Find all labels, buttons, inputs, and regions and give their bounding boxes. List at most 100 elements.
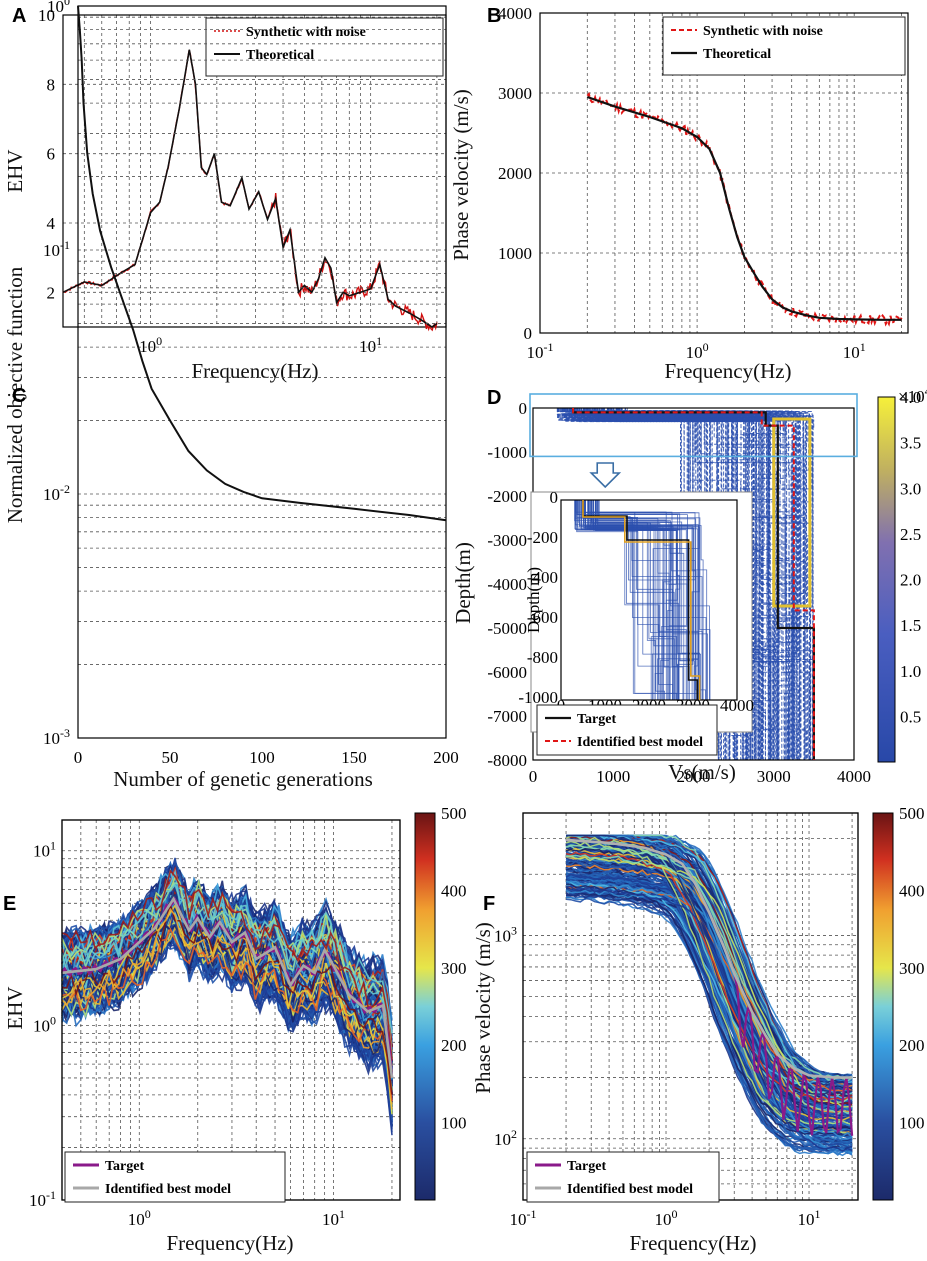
d-ytick-8: -8000 [487, 751, 527, 770]
d-model-138 [594, 408, 752, 760]
plot-frame [539, 12, 909, 334]
c-ylabel: Normalized objective function [3, 266, 27, 523]
panel-a: 2 4 6 8 10 100 101 Frequency(Hz) EHV Synthetic wi… [3, 5, 447, 383]
a-xtick-0: 100 [139, 334, 162, 356]
d-xtick-2: 2000 [677, 767, 711, 786]
d-model-20 [563, 408, 745, 760]
series-e-best-model [61, 896, 394, 1079]
b-legend-box [662, 16, 906, 76]
b-ytick-4: 4000 [498, 4, 532, 23]
e-ylabel: EHV [3, 986, 27, 1029]
e-model-curve-258 [61, 883, 393, 1034]
b-ytick-3: 3000 [498, 84, 532, 103]
d-xtick-1: 1000 [596, 767, 630, 786]
d-inset-model-34 [596, 500, 696, 700]
d-model-121 [602, 408, 792, 760]
f-xtick-1: 100 [655, 1207, 678, 1229]
e-ytick-2: 10-1 [29, 1188, 56, 1210]
f-cbar-tick-3: 400 [899, 881, 925, 900]
a-legend-label-1: Theoretical [246, 48, 314, 63]
panel-c: 0 50 100 150 200 100 10-1 10-2 10-3 Number of gen… [3, 0, 459, 791]
f-legend-label-1: Identified best model [567, 1182, 693, 1197]
d-inset-ytick-3: -600 [527, 608, 558, 627]
e-cbar-tick-1: 200 [441, 1036, 467, 1055]
c-ytick-2: 10-2 [43, 482, 70, 504]
e-legend-label-0: Target [105, 1159, 144, 1174]
e-xtick-0: 100 [128, 1207, 151, 1229]
d-xtick-3: 3000 [757, 767, 791, 786]
panel-b: 0 1000 2000 3000 4000 10-1 100 101 Frequency(Hz)… [449, 4, 909, 383]
c-xtick-1: 50 [162, 748, 179, 767]
d-inset-model-58 [584, 500, 700, 700]
f-ytick-0: 103 [494, 923, 517, 945]
d-model-103 [563, 408, 761, 760]
d-model-128 [568, 408, 775, 760]
d-model-153 [577, 408, 773, 760]
panel-label-a: A [12, 5, 26, 27]
f-model-curve-235 [566, 834, 853, 1096]
e-model-curve-255 [61, 875, 393, 1060]
d-highlight [772, 417, 812, 608]
b-ytick-2: 2000 [498, 164, 532, 183]
f-cbar-tick-1: 200 [899, 1036, 925, 1055]
e-legend-box [64, 1151, 286, 1203]
a-ytick-0: 2 [47, 283, 56, 302]
f-model-curve-233 [566, 855, 853, 1138]
e-model-curve-257 [61, 907, 393, 1066]
b-ylabel: Phase velocity (m/s) [449, 89, 473, 260]
d-inset-ytick-2: -400 [527, 568, 558, 587]
d-model-140 [563, 408, 806, 760]
d-inset-ytick-5: -1000 [518, 688, 558, 707]
d-model-146 [560, 408, 770, 760]
d-inset-model-18 [589, 500, 675, 700]
panel-label-e: E [3, 893, 16, 915]
d-model-144 [618, 408, 795, 760]
e-ytick-0: 101 [33, 839, 56, 861]
d-inset-model-54 [591, 500, 704, 700]
b-xtick-1: 100 [686, 340, 709, 362]
c-xtick-0: 0 [74, 748, 83, 767]
a-ytick-4: 10 [38, 6, 55, 25]
e-model-curve-259 [61, 869, 393, 1061]
d-cbar-tick-1: 1.0 [900, 662, 921, 681]
c-ytick-3: 10-3 [43, 726, 70, 748]
d-ytick-4: -4000 [487, 575, 527, 594]
e-legend-label-1: Identified best model [105, 1182, 231, 1197]
d-inset-model-59 [574, 500, 710, 700]
d-model-102 [559, 408, 801, 760]
e-xlabel: Frequency(Hz) [166, 1231, 293, 1255]
d-model-139 [562, 408, 798, 760]
d-inset-ytick-4: -800 [527, 648, 558, 667]
d-inset-ylabel: Depth(m) [524, 567, 543, 633]
d-model-124 [561, 408, 810, 760]
panel-label-d: D [487, 387, 501, 409]
a-legend-label-0: Synthetic with noise [246, 25, 366, 40]
c-xtick-3: 150 [341, 748, 367, 767]
d-cbar-tick-2: 1.5 [900, 616, 921, 635]
d-model-143 [569, 408, 763, 760]
b-ytick-0: 0 [524, 324, 533, 343]
d-legend-label-0: Target [577, 712, 616, 727]
series-a-theoretical [62, 49, 438, 328]
b-xtick-2: 101 [843, 340, 866, 362]
series-d-best-model [572, 408, 815, 760]
b-xtick-0: 10-1 [527, 340, 554, 362]
d-xtick-4: 4000 [837, 767, 871, 786]
d-inset-model-57 [576, 500, 703, 700]
d-inset: 010002000300040000-200-400-600-800-1000V… [518, 488, 754, 733]
e-cbar-tick-4: 500 [441, 804, 467, 823]
d-ytick-5: -5000 [487, 619, 527, 638]
a-ytick-3: 8 [47, 75, 56, 94]
f-model-curve-226 [566, 834, 853, 1133]
d-model-62 [562, 408, 785, 760]
e-cbar-tick-2: 300 [441, 959, 467, 978]
d-legend-box [536, 704, 718, 756]
f-ylabel: Phase velocity (m/s) [471, 922, 495, 1093]
f-cbar-tick-4: 500 [899, 804, 925, 823]
a-xtick-1: 101 [359, 334, 382, 356]
d-cbar-tick-4: 2.5 [900, 525, 921, 544]
series-f-best-model [566, 838, 853, 1079]
e-cbar-tick-3: 400 [441, 881, 467, 900]
e-ytick-1: 100 [33, 1013, 56, 1035]
